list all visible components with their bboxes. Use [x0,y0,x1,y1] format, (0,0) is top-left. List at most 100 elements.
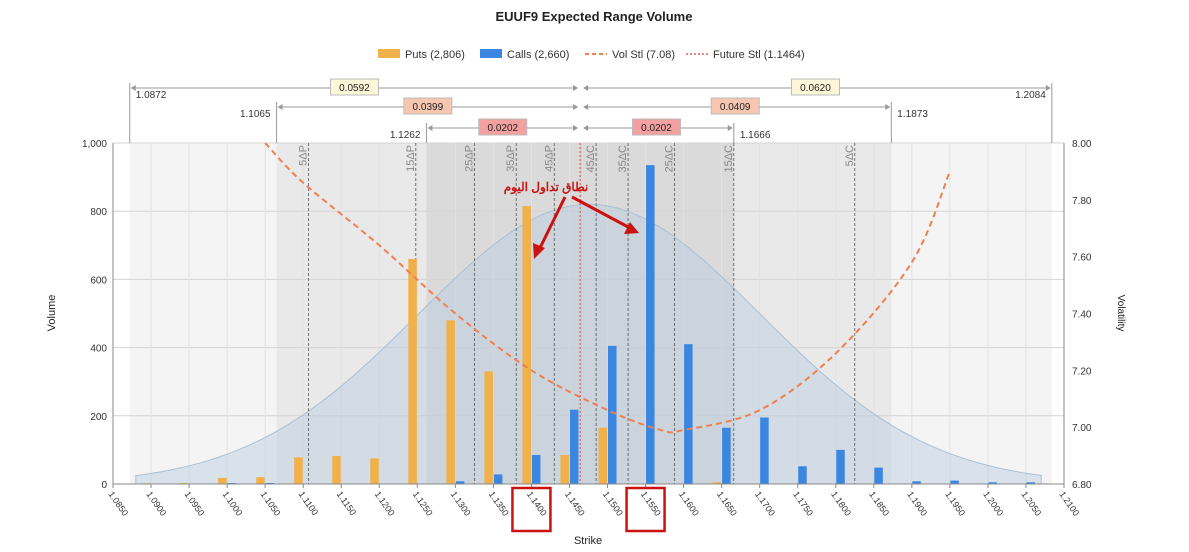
x-tick-label: 1.1200 [373,489,397,517]
range-right-value: 1.1666 [740,130,771,141]
legend-swatch [378,49,400,58]
arrowhead [583,125,589,131]
y2-tick-label: 7.60 [1072,253,1092,264]
arrowhead [573,125,579,131]
bar-puts [218,477,227,484]
x-tick-label: 1.1800 [829,489,853,517]
bar-calls [988,482,997,484]
bar-puts [180,482,189,484]
bar-calls [722,427,731,484]
arrowhead [427,125,433,131]
y-tick-label: 200 [90,412,107,423]
bar-puts [560,455,569,484]
highlight-box [625,486,666,533]
x-tick-label: 1.1050 [259,489,283,517]
bar-puts [294,457,303,484]
arrowhead [277,104,283,110]
range-right-value: 1.1873 [897,109,928,120]
y2-tick-label: 7.40 [1072,310,1092,321]
bar-calls [836,449,845,484]
bar-calls [874,467,883,484]
arrowhead [583,85,589,91]
arrowhead [130,85,136,91]
bar-puts [256,477,265,484]
x-tick-label: 1.1900 [905,489,929,517]
bar-calls [950,480,959,484]
delta-label: 15ΔC [723,145,735,173]
delta-label: 25ΔP [463,145,475,172]
arrowhead [583,104,589,110]
range-left-value: 1.0872 [136,90,167,101]
x-tick-label: 1.1250 [411,489,435,517]
range-width-value: 0.0202 [487,123,518,134]
delta-label: 45ΔC [585,145,597,173]
delta-label: 45ΔP [543,145,555,172]
y-axis-label: Volume [46,295,58,332]
bar-calls [455,481,465,484]
x-tick-label: 1.1650 [715,489,739,517]
x-tick-label: 1.1450 [563,489,587,517]
bar-puts [598,427,608,484]
range-left-value: 1.1262 [390,130,421,141]
bar-calls [608,345,617,484]
y2-tick-label: 7.80 [1072,196,1092,207]
expected-range-curve [135,203,1042,485]
range-width-box [710,97,760,115]
highlight-box [511,486,552,533]
arrowhead [1045,85,1051,91]
y-tick-label: 600 [90,275,107,286]
arrowhead [573,85,579,91]
x-tick-label: 1.1400 [525,489,549,517]
arrowhead [727,125,733,131]
vol-settlement-line [264,142,951,434]
y-tick-label: 1,000 [82,139,107,150]
range-width-box [790,78,840,96]
x-tick-label: 1.1600 [677,489,701,517]
bar-calls [493,474,503,484]
bar-calls [912,481,921,484]
range-width-box [478,118,528,136]
x-tick-label: 1.2100 [1057,489,1081,517]
bar-calls [798,466,807,484]
bar-calls [646,165,655,485]
x-tick-label: 1.1850 [867,489,891,517]
range-width-box [403,97,453,115]
x-tick-label: 1.1700 [753,489,777,517]
bar-puts [522,206,531,484]
x-tick-label: 1.1950 [943,489,967,517]
bar-calls [684,344,693,484]
bar-calls [569,409,579,484]
bar-puts [332,456,341,484]
legend-label: Calls (2,660) [507,49,569,61]
range-right-value: 1.2084 [1015,90,1046,101]
bar-calls [227,482,237,484]
range-left-value: 1.1065 [240,109,271,120]
y-tick-label: 400 [90,344,107,355]
y2-axis-label: Volatility [1115,295,1126,332]
x-tick-label: 1.1750 [791,489,815,517]
chart-title: EUUF9 Expected Range Volume [496,9,693,24]
arrowhead [573,104,579,110]
bar-puts [408,258,417,484]
legend-swatch [480,49,502,58]
arrowhead [533,243,545,259]
annotation-text: نطاق تداول اليوم [504,180,589,195]
delta-label: 5ΔC [844,145,856,166]
arrowhead [885,104,891,110]
y-tick-label: 0 [101,480,107,491]
y2-tick-label: 7.00 [1072,423,1092,434]
delta-label: 35ΔC [617,145,629,173]
x-tick-label: 1.1500 [601,489,625,517]
y2-tick-label: 8.00 [1072,139,1092,150]
legend-label: Future Stl (1.1464) [713,49,805,61]
y2-tick-label: 7.20 [1072,366,1092,377]
bar-calls [265,482,275,484]
x-axis-label: Strike [574,535,602,547]
bar-puts [370,458,379,484]
delta-label: 35ΔP [505,145,517,172]
x-tick-label: 1.1150 [335,489,359,517]
x-tick-label: 1.1000 [220,489,244,517]
range-width-value: 0.0620 [800,83,831,94]
x-tick-label: 1.1100 [297,489,321,517]
